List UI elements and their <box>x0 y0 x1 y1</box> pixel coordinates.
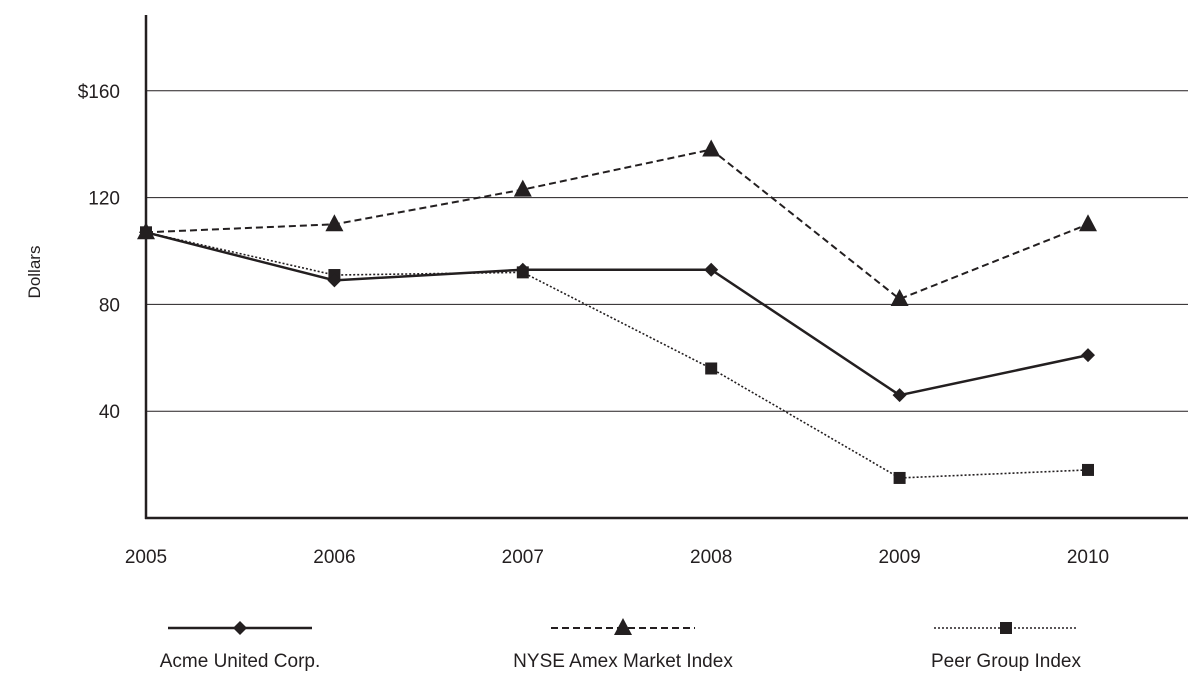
data-point-diamond <box>704 262 719 277</box>
legend-label: NYSE Amex Market Index <box>513 651 733 671</box>
legend-item: Peer Group Index <box>931 622 1081 672</box>
series-square <box>140 226 1094 484</box>
x-tick-label: 2005 <box>125 547 167 568</box>
series-line <box>145 231 1089 397</box>
axes <box>144 15 1188 520</box>
legend-item: Acme United Corp. <box>160 621 321 672</box>
x-tick-labels: 2005 2006 2007 2008 2009 2010 <box>125 547 1109 568</box>
legend-marker-triangle <box>614 618 632 635</box>
y-tick-label: $160 <box>78 82 120 103</box>
series-line <box>145 231 1089 479</box>
data-point-square <box>1082 463 1094 476</box>
data-point-triangle <box>137 222 155 240</box>
legend: Acme United Corp. NYSE Amex Market Index P… <box>160 618 1081 672</box>
data-point-triangle <box>702 139 721 157</box>
gridlines <box>146 90 1188 412</box>
data-point-triangle <box>1079 214 1097 232</box>
data-point-diamond <box>327 273 342 288</box>
series <box>137 139 1097 484</box>
data-point-diamond <box>892 388 907 403</box>
series-line <box>145 148 1089 301</box>
x-tick-label: 2006 <box>313 547 355 568</box>
data-point-diamond <box>1081 348 1095 363</box>
y-tick-label: 80 <box>99 295 120 316</box>
series-diamond <box>139 225 1095 403</box>
y-tick-label: 40 <box>99 402 120 423</box>
x-tick-label: 2010 <box>1067 547 1109 568</box>
data-point-diamond <box>515 262 530 277</box>
legend-label: Peer Group Index <box>931 651 1081 671</box>
y-tick-labels: 40 80 120 $160 <box>78 82 120 423</box>
x-tick-label: 2008 <box>690 547 732 568</box>
series-triangle <box>137 139 1097 307</box>
legend-label: Acme United Corp. <box>160 651 321 671</box>
legend-marker-square <box>1000 622 1012 634</box>
x-tick-label: 2007 <box>502 547 544 568</box>
y-axis-label: Dollars <box>25 246 44 299</box>
data-point-triangle <box>325 214 344 232</box>
data-point-triangle <box>513 179 532 197</box>
x-tick-label: 2009 <box>878 547 920 568</box>
data-point-square <box>893 471 906 484</box>
legend-marker-diamond <box>233 621 247 635</box>
legend-item: NYSE Amex Market Index <box>513 618 733 672</box>
y-tick-label: 120 <box>88 189 120 210</box>
data-point-triangle <box>890 289 909 307</box>
data-point-square <box>705 362 718 375</box>
